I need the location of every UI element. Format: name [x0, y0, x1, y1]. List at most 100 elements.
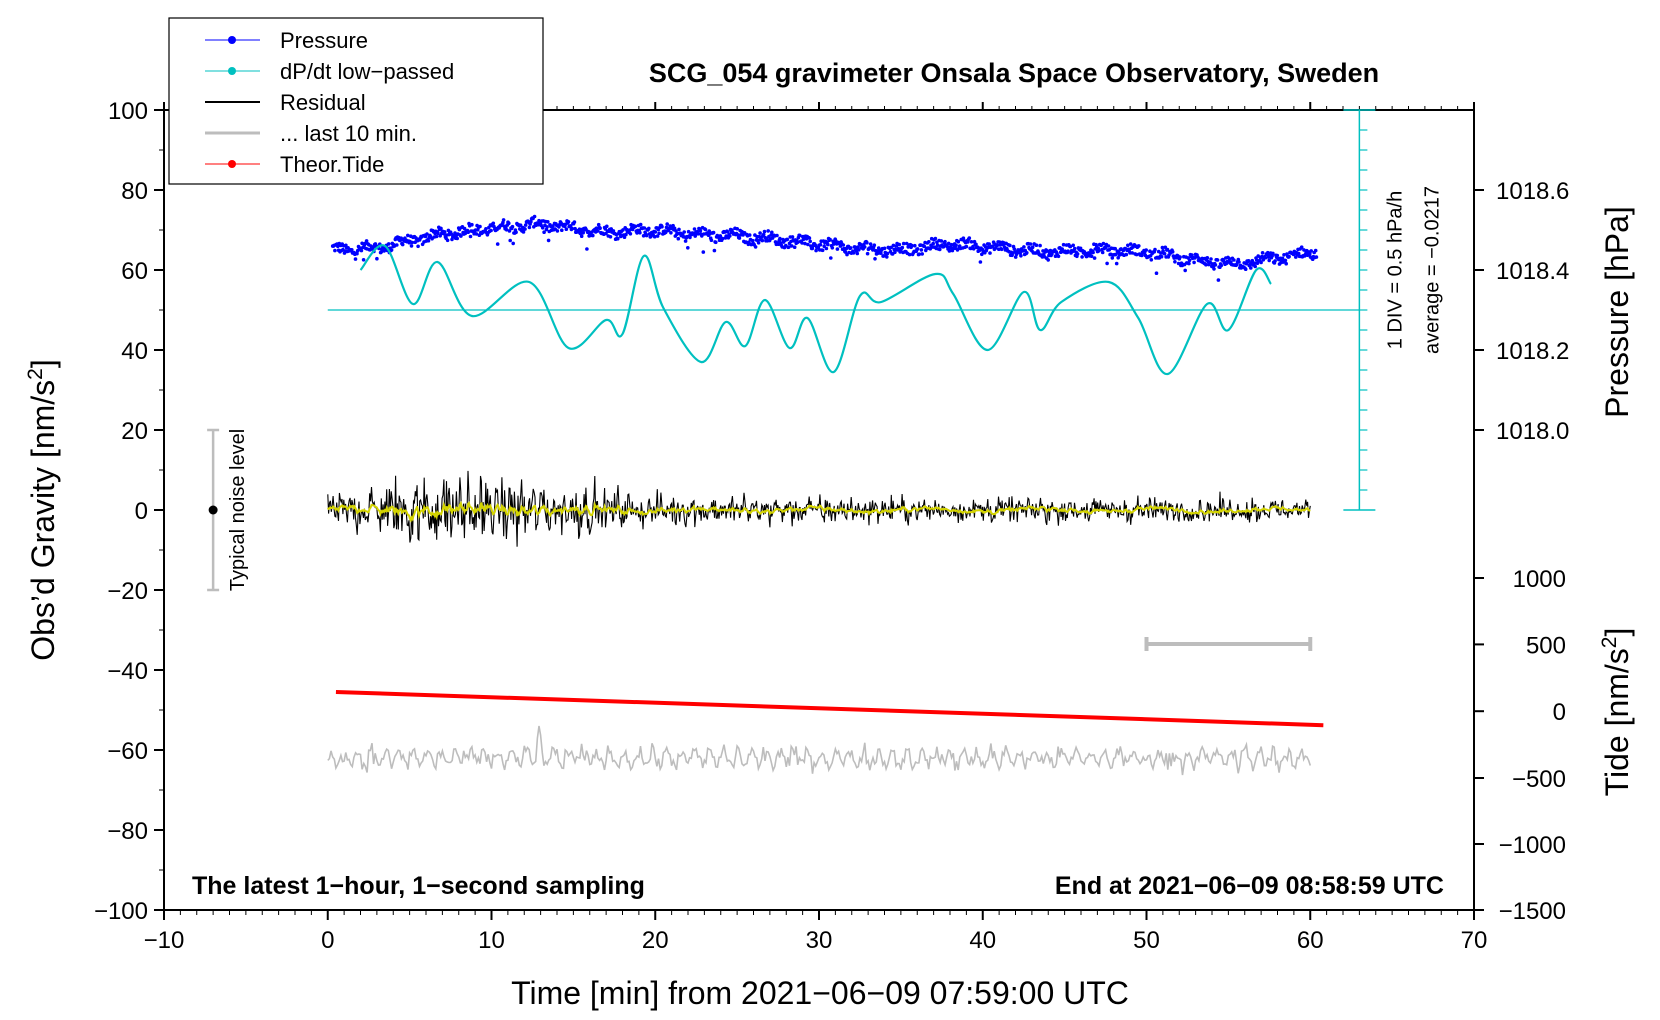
- pressure-point: [753, 245, 758, 249]
- pressure-point: [638, 230, 642, 235]
- pressure-point: [761, 232, 766, 237]
- pressure-point: [501, 218, 506, 222]
- pressure-point: [947, 249, 952, 253]
- pressure-point: [532, 214, 537, 219]
- pressure-point: [546, 220, 550, 224]
- pressure-point: [919, 248, 924, 252]
- pressure-point: [1246, 259, 1251, 263]
- noise-bar-center: [208, 505, 218, 515]
- tide-tick-label: −500: [1512, 766, 1566, 793]
- pressure-point: [1091, 250, 1095, 255]
- pressure-point: [1283, 258, 1288, 263]
- pressure-point: [1296, 251, 1301, 256]
- pressure-point: [835, 247, 840, 251]
- pressure-point: [1148, 249, 1152, 253]
- pressure-point: [470, 222, 474, 227]
- pressure-tick-label: 1018.2: [1496, 338, 1569, 365]
- pressure-point: [1243, 267, 1248, 272]
- pressure-point: [489, 228, 493, 233]
- pressure-point: [1028, 242, 1033, 246]
- pressure-point: [910, 243, 914, 248]
- pressure-point: [529, 219, 533, 224]
- x-tick-label: 60: [1297, 927, 1324, 954]
- pressure-point: [664, 225, 669, 230]
- pressure-point: [1068, 244, 1073, 249]
- pressure-point: [603, 227, 608, 231]
- x-tick-label: 50: [1133, 927, 1160, 954]
- pressure-point: [594, 226, 599, 230]
- pressure-point: [560, 228, 564, 232]
- pressure-point: [1162, 251, 1167, 256]
- pressure-point: [545, 225, 549, 229]
- pressure-point: [907, 252, 912, 257]
- pressure-point: [1101, 241, 1106, 246]
- axis-ticks: −10 0 10 20 30 40 50 60 70100806040200−20−40−60−…: [94, 98, 1569, 954]
- pressure-point: [598, 226, 602, 230]
- note-end-time: End at 2021−06−09 08:58:59 UTC: [1055, 872, 1444, 900]
- pressure-point: [1263, 255, 1268, 260]
- pressure-point: [1309, 249, 1313, 253]
- pressure-point: [939, 239, 944, 243]
- x-tick-label: 70: [1461, 927, 1488, 954]
- pressure-point: [692, 227, 697, 231]
- pressure-point: [775, 233, 779, 238]
- pressure-point: [737, 236, 742, 240]
- pressure-point: [1128, 242, 1133, 246]
- y-tick-label: 60: [121, 258, 148, 285]
- pressure-point: [1075, 252, 1080, 256]
- pressure-series: [330, 214, 1319, 282]
- pressure-point: [1187, 261, 1191, 266]
- legend: Pressure dP/dt low−passed Residual ... l…: [168, 17, 544, 185]
- pressure-point: [660, 224, 664, 229]
- pressure-point: [915, 247, 920, 251]
- pressure-point: [728, 234, 732, 238]
- pressure-point: [1302, 248, 1306, 252]
- pressure-point: [882, 254, 886, 258]
- pressure-point: [736, 233, 740, 237]
- pressure-point: [1071, 243, 1075, 248]
- pressure-point: [389, 248, 394, 252]
- pressure-point: [1092, 256, 1097, 260]
- legend-label-tide: Theor.Tide: [280, 152, 384, 177]
- pressure-point: [1259, 260, 1263, 265]
- pressure-point: [1154, 271, 1159, 276]
- pressure-point: [581, 231, 585, 235]
- pressure-point: [1190, 253, 1194, 257]
- pressure-point: [591, 233, 595, 238]
- pressure-point: [800, 241, 804, 245]
- pressure-point: [501, 220, 505, 225]
- pressure-point: [1212, 267, 1216, 271]
- pressure-point: [980, 252, 984, 257]
- pressure-point: [1144, 248, 1148, 252]
- pressure-point: [714, 240, 718, 245]
- pressure-point: [410, 240, 415, 245]
- pressure-point: [455, 236, 460, 241]
- pressure-point: [683, 239, 688, 243]
- pressure-point: [1022, 245, 1026, 249]
- residual-series: [327, 470, 1311, 547]
- pressure-point: [1088, 251, 1092, 255]
- pressure-point: [484, 227, 488, 231]
- pressure-point: [808, 239, 812, 244]
- pressure-point: [1110, 256, 1115, 260]
- pressure-point: [756, 241, 761, 245]
- pressure-point: [1008, 243, 1012, 248]
- pressure-point: [758, 231, 762, 235]
- pressure-point: [879, 251, 883, 255]
- tide-tick-label: 500: [1526, 632, 1566, 659]
- pressure-point: [572, 220, 577, 224]
- pressure-point: [1284, 261, 1288, 266]
- pressure-point: [897, 242, 902, 247]
- pressure-point: [872, 243, 877, 247]
- pressure-point: [459, 234, 463, 238]
- pressure-point: [956, 239, 961, 244]
- pressure-point: [795, 240, 800, 245]
- y-tick-label: 20: [121, 418, 148, 445]
- pressure-point: [1012, 247, 1017, 251]
- pressure-point: [1134, 252, 1139, 257]
- pressure-point: [510, 224, 515, 229]
- pressure-point: [920, 252, 924, 256]
- pressure-point: [1227, 257, 1232, 261]
- pressure-point: [997, 240, 1002, 244]
- pressure-point: [416, 244, 420, 249]
